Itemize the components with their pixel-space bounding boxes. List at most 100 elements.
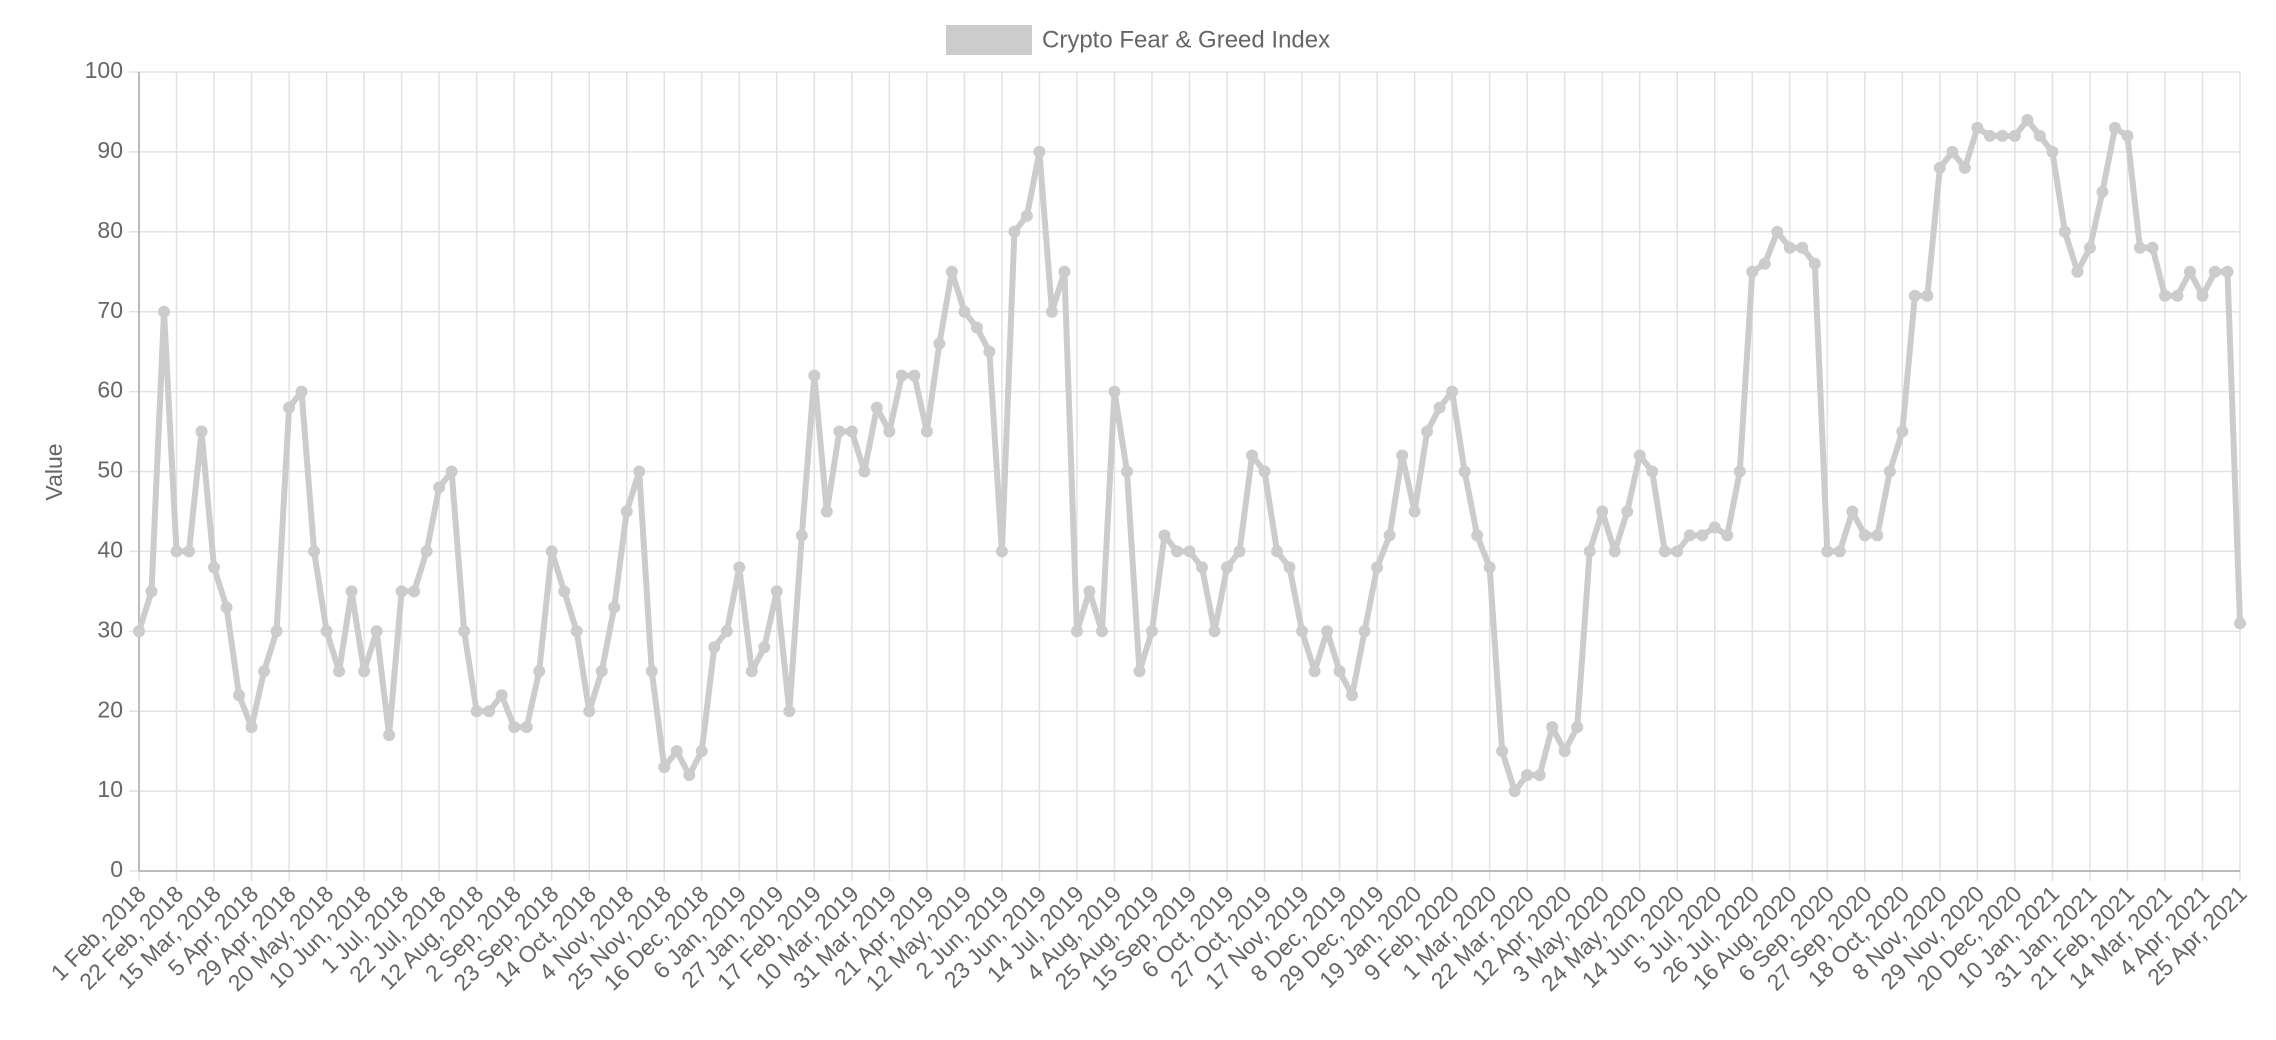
data-point [2183,265,2196,278]
data-point [1271,545,1284,558]
data-point [383,729,396,742]
data-point [1546,721,1559,734]
data-point [1621,505,1634,518]
data-point [908,369,921,382]
data-point [1446,385,1459,398]
data-point [870,401,883,414]
y-tick-label: 30 [97,616,123,642]
data-point [1496,745,1509,758]
data-point [1145,625,1158,638]
data-point [470,705,483,718]
data-point [883,425,896,438]
data-point [558,585,571,598]
data-point [995,545,1008,558]
data-point [2058,225,2071,238]
y-tick-label: 100 [85,57,123,83]
data-point [370,625,383,638]
data-point [308,545,321,558]
data-point [133,625,145,638]
data-point [2083,241,2096,254]
data-point [1133,665,1146,678]
data-point [1258,465,1271,478]
data-point [1158,529,1171,542]
data-point [2033,129,2046,142]
data-point [695,745,708,758]
data-point [1396,449,1409,462]
y-tick-label: 60 [97,377,123,403]
data-point [158,305,171,318]
data-point [258,665,271,678]
data-point [1533,769,1546,782]
data-point [1808,257,1821,270]
data-point [145,585,158,598]
data-point [495,689,508,702]
data-point [2234,617,2246,630]
data-point [1833,545,1846,558]
data-point [320,625,333,638]
data-point [1108,385,1121,398]
data-point [195,425,208,438]
data-point [1296,625,1309,638]
data-point [1246,449,1259,462]
data-point [1408,505,1421,518]
data-point [1633,449,1646,462]
data-point [1571,721,1584,734]
data-point [345,585,358,598]
data-point [1283,561,1296,574]
data-point [1696,529,1709,542]
data-point [783,705,796,718]
data-point [2096,185,2109,198]
data-point [733,561,746,574]
data-point [1371,561,1384,574]
data-point [958,305,971,318]
data-point [895,369,908,382]
data-point [2046,145,2059,158]
data-point [1958,161,1971,174]
data-point [1421,425,1434,438]
data-point [1308,665,1321,678]
data-point [1458,465,1471,478]
data-point [295,385,308,398]
data-point [983,345,996,358]
data-point [808,369,821,382]
data-point [820,505,833,518]
data-point [2008,129,2021,142]
data-point [2171,289,2184,302]
data-point [170,545,183,558]
data-point [1908,289,1921,302]
data-point [658,761,671,774]
data-point [1746,265,1759,278]
data-point [1196,561,1209,574]
data-point [645,665,658,678]
data-point [208,561,221,574]
data-point [1471,529,1484,542]
data-point [1346,689,1359,702]
data-point [1433,401,1446,414]
data-point [1333,665,1346,678]
data-point [483,705,496,718]
data-point [683,769,696,782]
data-point [1033,145,1046,158]
data-point [1783,241,1796,254]
data-point [1846,505,1859,518]
data-point [1733,465,1746,478]
y-axis-label: Value [41,443,67,500]
data-point [1120,465,1133,478]
data-point [1758,257,1771,270]
data-point [1583,545,1596,558]
data-point [845,425,858,438]
data-point [1045,305,1058,318]
data-point [508,721,521,734]
data-point [520,721,533,734]
data-point [2158,289,2171,302]
data-point [1871,529,1884,542]
data-point [1508,785,1521,798]
data-point [1721,529,1734,542]
data-point [1896,425,1909,438]
legend-label: Crypto Fear & Greed Index [1042,26,1330,53]
y-tick-label: 90 [97,137,123,163]
data-point [1933,161,1946,174]
data-point [1383,529,1396,542]
legend-swatch [946,25,1032,55]
data-point [708,641,721,654]
